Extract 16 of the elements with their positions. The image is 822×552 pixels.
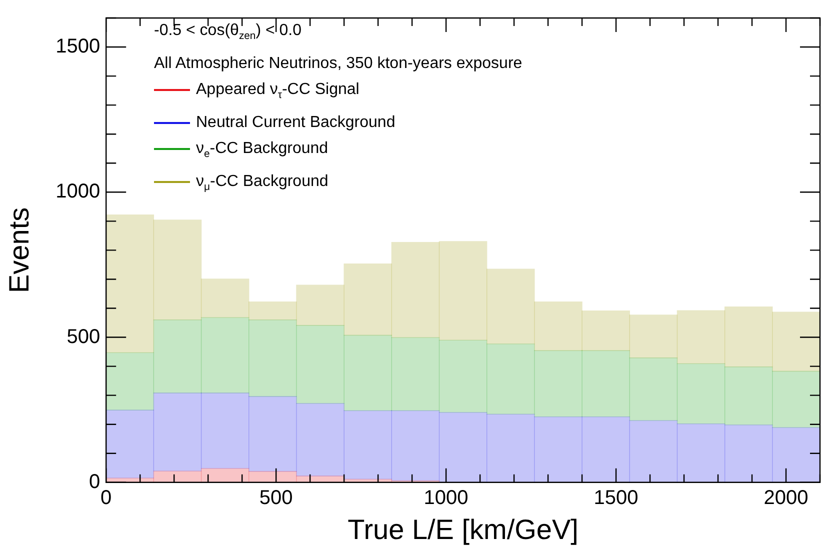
chart-title: -0.5 < cos(θ$_{zen}$) < 0.0 [154, 21, 303, 44]
text: All Atmospheric Neutrinos, 350 kton-years exposure [154, 54, 522, 74]
x-tick-label: 500 [259, 486, 293, 509]
y-tick-label: 1500 [56, 36, 100, 58]
legend-label: ν$_{e}$-CC Background [195, 139, 330, 163]
legend-label: Neutral Current Background [195, 112, 396, 133]
x-axis-title: True L/E [km/GeV] [348, 514, 578, 545]
y-axis-title: Events [4, 207, 35, 294]
legend-label: Appeared ν$_{τ}$-CC Signal [195, 80, 360, 104]
x-tick-label: 1500 [594, 486, 638, 509]
y-tick-label: 0 [88, 470, 100, 493]
y-tick-label: 1000 [56, 180, 100, 203]
x-tick-label: 2000 [764, 486, 808, 509]
legend-label: ν$_{μ}$-CC Background [195, 172, 330, 196]
y-tick-label: 500 [66, 326, 100, 348]
x-tick-label: 1000 [424, 486, 468, 509]
